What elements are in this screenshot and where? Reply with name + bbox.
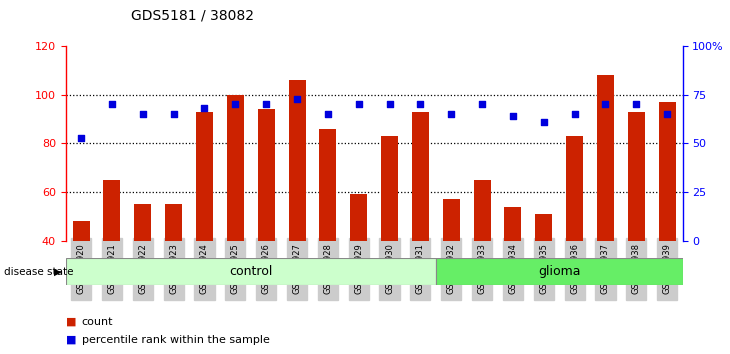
Point xyxy=(476,102,488,107)
Point xyxy=(538,119,550,125)
Point xyxy=(229,102,241,107)
Bar xyxy=(320,129,337,241)
Point xyxy=(507,113,519,119)
Bar xyxy=(134,204,151,241)
Text: ▶: ▶ xyxy=(54,267,61,277)
Bar xyxy=(535,214,552,241)
Text: count: count xyxy=(82,317,113,327)
Bar xyxy=(628,112,645,241)
Point xyxy=(569,111,580,117)
Point xyxy=(445,111,457,117)
Bar xyxy=(566,136,583,241)
Point xyxy=(384,102,396,107)
Point xyxy=(291,96,303,101)
Point xyxy=(261,102,272,107)
Point xyxy=(322,111,334,117)
Text: control: control xyxy=(229,265,272,278)
Text: glioma: glioma xyxy=(538,265,580,278)
Bar xyxy=(443,199,460,241)
Bar xyxy=(474,180,491,241)
Point xyxy=(631,102,642,107)
Bar xyxy=(73,221,90,241)
Point xyxy=(599,102,611,107)
Bar xyxy=(66,258,436,285)
Text: ■: ■ xyxy=(66,335,80,345)
Point xyxy=(75,135,87,140)
Point xyxy=(106,102,118,107)
Bar xyxy=(381,136,398,241)
Text: disease state: disease state xyxy=(4,267,77,277)
Bar xyxy=(165,204,182,241)
Text: ■: ■ xyxy=(66,317,80,327)
Text: GDS5181 / 38082: GDS5181 / 38082 xyxy=(131,9,254,23)
Point xyxy=(137,111,149,117)
Bar xyxy=(196,112,213,241)
Point xyxy=(199,105,210,111)
Bar xyxy=(350,194,367,241)
Bar xyxy=(412,112,429,241)
Bar xyxy=(597,75,614,241)
Bar xyxy=(436,258,683,285)
Text: percentile rank within the sample: percentile rank within the sample xyxy=(82,335,269,345)
Bar xyxy=(258,109,274,241)
Point xyxy=(661,111,673,117)
Point xyxy=(168,111,180,117)
Bar xyxy=(227,95,244,241)
Point xyxy=(353,102,364,107)
Bar xyxy=(288,80,305,241)
Point xyxy=(415,102,426,107)
Bar xyxy=(504,207,521,241)
Bar xyxy=(104,180,120,241)
Bar xyxy=(658,102,675,241)
